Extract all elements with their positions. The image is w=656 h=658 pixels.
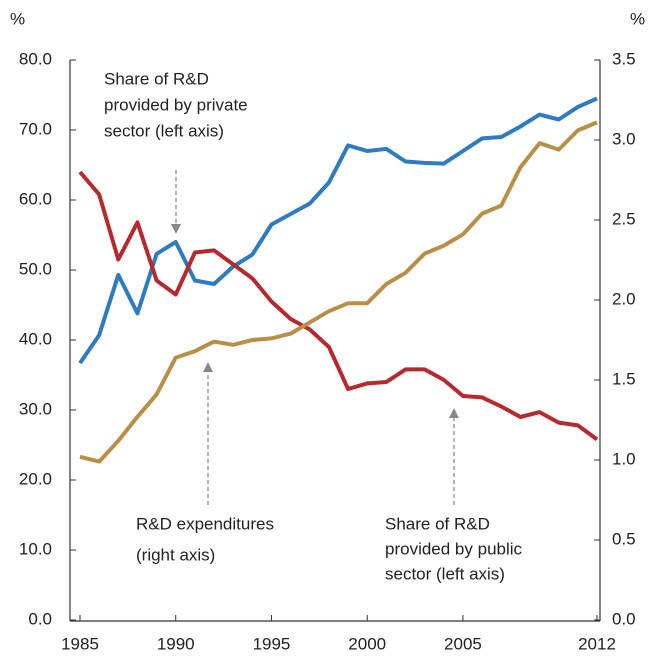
x-tick-label: 2000: [348, 634, 386, 653]
y-tick-label: 10.0: [19, 539, 52, 558]
annotation: sector (left axis): [385, 564, 505, 583]
y2-tick-label: 0.0: [612, 609, 636, 628]
annotation: provided by private: [104, 95, 248, 114]
y2-axis-label: %: [630, 9, 645, 28]
y2-tick-label: 1.5: [612, 369, 636, 388]
series-line: [78, 96, 598, 365]
series-line: [78, 170, 599, 442]
annotation: (right axis): [136, 545, 215, 564]
y2-tick-label: 3.5: [612, 49, 636, 68]
y2-tick-label: 2.0: [612, 289, 636, 308]
y-tick-label: 80.0: [19, 49, 52, 68]
arrows: [175, 170, 455, 505]
y2-tick-label: 3.0: [612, 129, 636, 148]
y-tick-label: 70.0: [19, 119, 52, 138]
annotation: Share of R&D: [104, 69, 209, 88]
y-tick-label: 40.0: [19, 329, 52, 348]
y-tick-label: 50.0: [19, 259, 52, 278]
x-tick-label: 1990: [157, 634, 195, 653]
annotation: R&D expenditures: [136, 514, 274, 533]
y2-tick-label: 2.5: [612, 209, 636, 228]
x-tick-label: 1995: [253, 634, 291, 653]
y-tick-label: 30.0: [19, 399, 52, 418]
series-line: [79, 120, 598, 464]
y-tick-label: 0.0: [28, 609, 52, 628]
arrow-heads: [171, 224, 459, 418]
x-tick-label: 2012: [578, 634, 616, 653]
annotation: Share of R&D: [385, 514, 490, 533]
x-tick-label: 1985: [61, 634, 99, 653]
y-tick-label: 60.0: [19, 189, 52, 208]
x-tick-label: 2005: [444, 634, 482, 653]
y2-tick-label: 1.0: [612, 449, 636, 468]
annotation: provided by public: [385, 539, 523, 558]
annotation: sector (left axis): [104, 121, 224, 140]
y-tick-label: 20.0: [19, 469, 52, 488]
y2-tick-label: 0.5: [612, 529, 636, 548]
y-axis-label: %: [10, 9, 25, 28]
